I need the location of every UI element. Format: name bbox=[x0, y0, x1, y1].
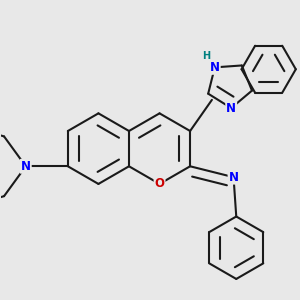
Text: N: N bbox=[210, 61, 220, 74]
Text: N: N bbox=[226, 102, 236, 115]
Text: N: N bbox=[229, 171, 238, 184]
Text: N: N bbox=[21, 160, 31, 173]
Text: O: O bbox=[154, 177, 164, 190]
Text: H: H bbox=[202, 52, 211, 61]
